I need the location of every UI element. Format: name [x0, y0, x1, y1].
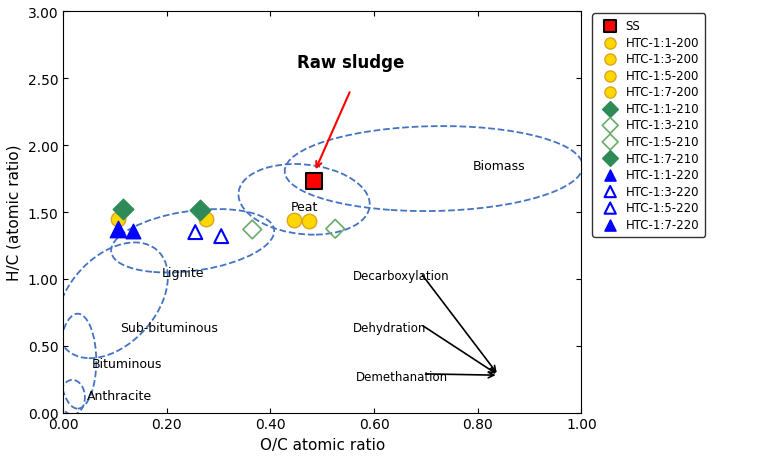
Legend: SS, HTC-1:1-200, HTC-1:3-200, HTC-1:5-200, HTC-1:7-200, HTC-1:1-210, HTC-1:3-210: SS, HTC-1:1-200, HTC-1:3-200, HTC-1:5-20… [592, 14, 705, 237]
Point [194, 207, 207, 214]
Text: Bituminous: Bituminous [92, 357, 162, 370]
Y-axis label: H/C (atomic ratio): H/C (atomic ratio) [7, 145, 22, 281]
Text: Raw sludge: Raw sludge [297, 54, 405, 72]
Text: Lignite: Lignite [161, 267, 204, 280]
Point [127, 228, 139, 235]
Point [329, 225, 341, 233]
Text: Demethanation: Demethanation [356, 370, 448, 383]
Text: Peat: Peat [291, 200, 318, 213]
Point [200, 216, 212, 224]
Point [303, 218, 315, 225]
X-axis label: O/C atomic ratio: O/C atomic ratio [259, 437, 385, 452]
Text: Decarboxylation: Decarboxylation [353, 269, 450, 282]
Point [116, 206, 129, 213]
Text: Dehydration: Dehydration [353, 321, 427, 334]
Point [112, 216, 124, 224]
Text: Sub-bituminous: Sub-bituminous [120, 321, 218, 334]
Text: Anthracite: Anthracite [87, 390, 152, 403]
Point [215, 233, 227, 240]
Text: Biomass: Biomass [473, 160, 526, 173]
Point [112, 225, 124, 233]
Point [288, 217, 300, 224]
Point [246, 226, 259, 234]
Point [308, 178, 321, 185]
Point [189, 229, 201, 236]
